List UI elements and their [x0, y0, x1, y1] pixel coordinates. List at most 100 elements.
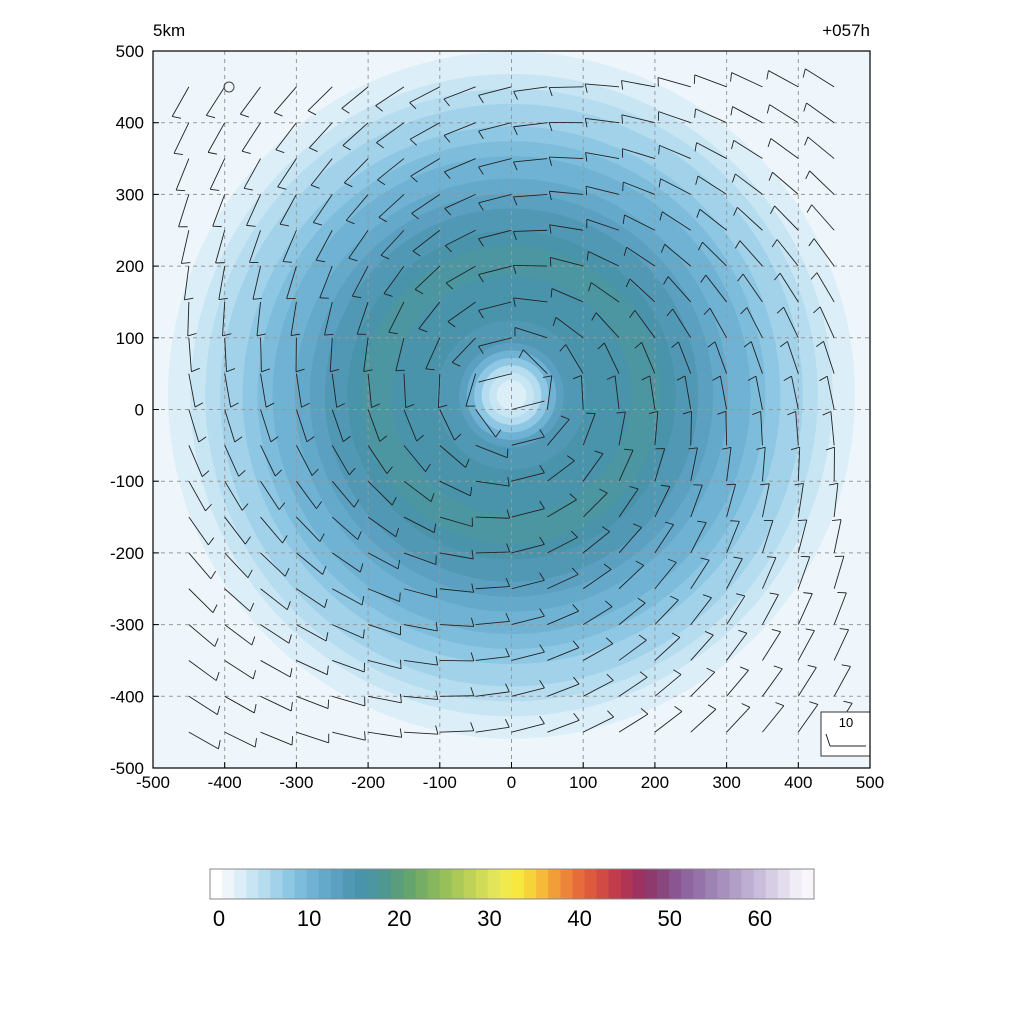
wind-barb-shaft: [678, 341, 692, 374]
wind-barb-shaft: [660, 178, 691, 195]
wind-barb-flag: [829, 482, 839, 486]
wind-barb-shaft: [224, 337, 227, 372]
wind-barb-flag: [241, 503, 249, 511]
wind-barb-flag: [478, 345, 484, 355]
colorbar-swatch: [620, 869, 634, 899]
wind-barb-shaft: [478, 373, 512, 383]
wind-barb-flag: [478, 310, 484, 319]
colorbar-swatch: [330, 869, 344, 899]
colorbar-swatch: [693, 869, 706, 899]
wind-barb-flag: [539, 715, 545, 724]
wind-barb-flag: [797, 519, 807, 521]
wind-barb-flag: [670, 595, 679, 601]
wind-barb-flag: [215, 671, 220, 681]
wind-barb-shaft: [296, 552, 323, 575]
wind-barb-shaft: [621, 80, 655, 88]
wind-barb-flag: [506, 448, 509, 458]
wind-barb-shaft: [733, 139, 763, 159]
wind-barb-shaft: [585, 117, 620, 124]
colorbar-swatch: [717, 869, 730, 899]
wind-barb-shaft: [813, 238, 835, 267]
wind-barb-flag: [435, 621, 438, 632]
wind-barb-shaft: [714, 341, 728, 374]
wind-barb-flag: [660, 244, 666, 253]
wind-barb-shaft: [260, 445, 276, 477]
wind-barb-shaft: [367, 409, 381, 442]
colorbar-swatch: [427, 869, 441, 899]
wind-barb-shaft: [772, 171, 799, 195]
wind-barb-flag: [634, 341, 642, 349]
wind-barb-flag: [244, 536, 251, 545]
wind-barb-shaft: [224, 660, 254, 680]
wind-barb-flag: [443, 135, 451, 143]
wind-barb-flag: [736, 593, 745, 597]
wind-barb-flag: [377, 179, 386, 186]
colorbar-swatch: [318, 869, 332, 899]
wind-barb-flag: [418, 328, 428, 333]
wind-barb-shaft: [425, 337, 441, 369]
wind-barb-shaft: [585, 152, 620, 159]
wind-barb-shaft: [224, 731, 256, 748]
wind-barb-flag: [767, 138, 772, 148]
wind-barb-shaft: [819, 306, 835, 338]
wind-barb-shaft: [439, 552, 474, 560]
wind-barb-flag: [513, 161, 518, 171]
wind-barb-shaft: [797, 630, 815, 661]
wind-barb-shaft: [286, 265, 297, 299]
wind-barb-flag: [604, 600, 613, 608]
wind-barb-shaft: [478, 122, 512, 132]
x-tick-label: 400: [784, 773, 812, 792]
wind-barb-shaft: [634, 310, 656, 339]
wind-barb-flag: [254, 738, 257, 748]
wind-barb-shaft: [511, 723, 545, 733]
wind-barb-shaft: [310, 158, 333, 186]
wind-barb-flag: [316, 501, 323, 509]
y-tick-label: -400: [110, 687, 144, 706]
wind-barb-shaft: [547, 419, 570, 446]
wind-barb-flag: [313, 222, 323, 226]
wind-barb-flag: [722, 447, 732, 450]
wind-barb-flag: [507, 477, 510, 487]
y-tick-label: 300: [116, 185, 144, 204]
wind-barb-shaft: [582, 606, 613, 625]
wind-barb-flag: [806, 204, 813, 213]
wind-barb-shaft: [830, 411, 835, 446]
wind-barb-flag: [478, 166, 484, 175]
wind-barb-shaft: [797, 447, 801, 482]
wind-barb-shaft: [696, 142, 727, 159]
wind-barb-shaft: [331, 409, 344, 442]
wind-barb-shaft: [770, 138, 799, 159]
wind-barb-flag: [635, 560, 644, 566]
wind-barb-shaft: [332, 731, 366, 741]
wind-barb-shaft: [654, 674, 682, 697]
wind-barb-shaft: [511, 436, 545, 446]
wind-barb-flag: [399, 592, 401, 602]
colorbar-tick-label: 50: [658, 906, 682, 931]
colorbar-swatch: [354, 869, 368, 899]
wind-barb-shaft: [224, 552, 249, 579]
colorbar-swatch: [306, 869, 320, 899]
wind-barb-flag: [539, 572, 545, 581]
wind-barb-shaft: [547, 683, 580, 697]
wind-barb-shaft: [224, 516, 246, 545]
wind-barb-flag: [380, 254, 390, 260]
wind-barb-shaft: [296, 660, 328, 676]
wind-barb-flag: [808, 238, 815, 247]
wind-barb-flag: [779, 341, 788, 348]
wind-barb-flag: [289, 668, 293, 678]
wind-barb-flag: [573, 712, 580, 721]
wind-barb-shaft: [439, 480, 471, 497]
wind-barb-flag: [311, 468, 319, 476]
wind-barb-shaft: [797, 556, 811, 589]
colorbar-swatch: [294, 869, 308, 899]
wind-barb-shaft: [224, 409, 236, 443]
x-tick-label: 200: [641, 773, 669, 792]
wind-barb-shaft: [367, 624, 401, 636]
wind-barb-shaft: [762, 447, 766, 482]
wind-barb-shaft: [618, 450, 634, 482]
wind-barb-flag: [539, 644, 545, 653]
wind-barb-shaft: [654, 486, 671, 518]
wind-barb-shaft: [296, 480, 317, 509]
wind-barb-flag: [301, 402, 310, 408]
wind-barb-flag: [676, 375, 686, 381]
